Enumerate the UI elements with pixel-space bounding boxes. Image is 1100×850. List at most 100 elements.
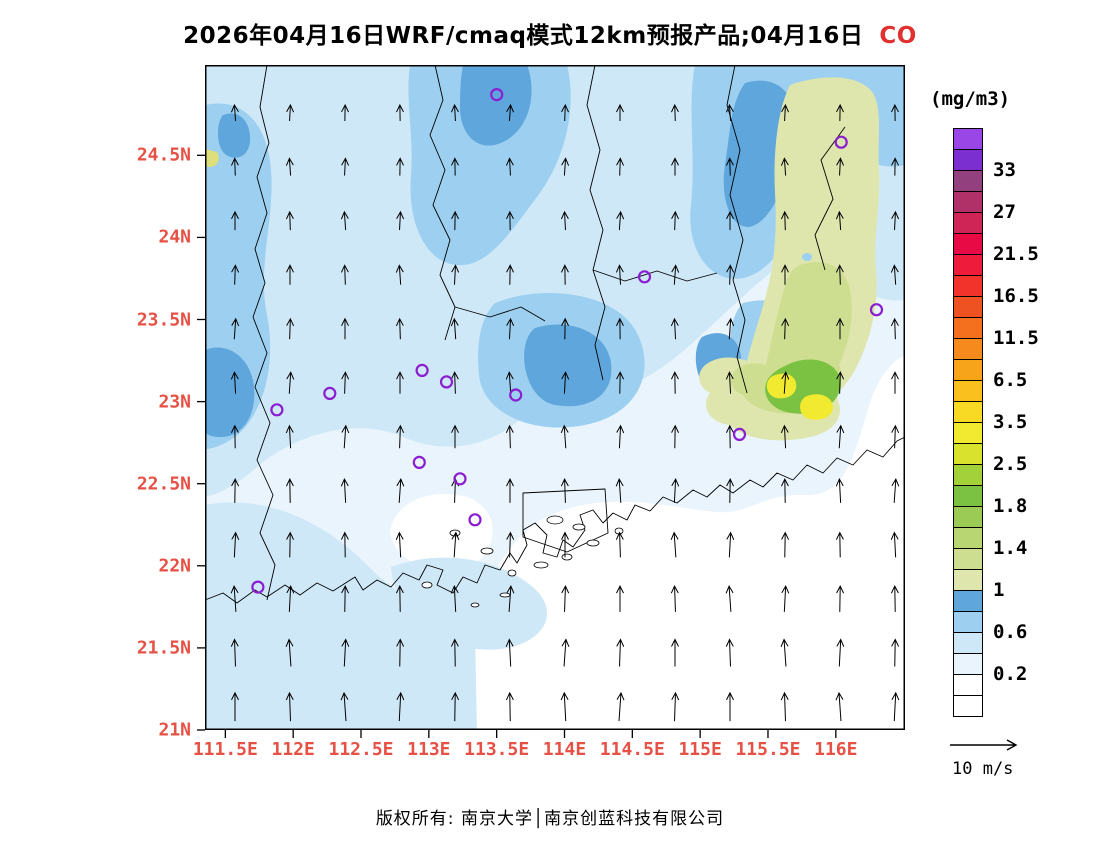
colorbar: 0.2 0.6 1 1.4 1.8 2.5 3.5 6.5 11.5 16.5 21.5 27 33 [953,128,1073,718]
colorbar-tick-21.5: 21.5 [993,243,1039,265]
colorbar-box [953,338,983,360]
wind-arrow [231,317,240,340]
wind-arrow [781,317,790,340]
wind-arrow [451,531,460,558]
wind-reference-arrow-icon [950,739,1018,751]
wind-arrow [616,584,624,612]
island [449,529,461,537]
y-tick-label: 24.5N [136,144,191,166]
wind-arrow [395,584,404,612]
island [561,553,573,561]
wind-vector-field [230,103,900,722]
colorbar-box [953,149,983,171]
wind-arrow [286,585,295,612]
station-marker [453,472,467,486]
wind-arrow [616,371,625,394]
wind-arrow [671,210,680,231]
wind-arrow [615,317,624,340]
wind-arrow [561,317,570,340]
wind-arrow [286,317,295,340]
wind-arrow [671,424,680,449]
wind-arrow [340,477,349,503]
island [546,515,564,525]
wind-arrow [505,424,514,449]
island [480,547,494,555]
colorbar-box [953,359,983,381]
wind-arrow [725,424,734,449]
wind-arrow [396,424,405,449]
station-markers [251,88,884,594]
wind-arrow [725,371,734,394]
wind-arrow [505,691,514,722]
station-marker [732,427,747,441]
plot-frame-and-ticks [197,65,905,738]
concentration-fill-regions [205,65,905,730]
copyright-footer: 版权所有: 南京大学│南京创蓝科技有限公司 [375,809,725,829]
field-dark-blue-west [205,347,255,438]
wind-arrow [616,638,625,667]
wind-arrow [616,210,625,231]
island [572,523,586,531]
wind-arrow [780,157,789,176]
colorbar-box [953,401,983,423]
wind-arrow [451,264,460,285]
wind-arrow [561,103,569,122]
y-tick-label: 22.5N [136,473,191,495]
field-dark-blue-center [524,324,612,407]
wind-arrow [560,210,569,231]
wind-arrow [891,210,900,231]
wind-arrow [395,317,404,340]
wind-arrow [891,424,900,449]
wind-arrow [285,210,294,231]
x-tick-label: 112E [271,739,315,760]
colorbar-box [953,569,983,591]
field-blue-speck-in-plume [802,253,812,261]
geo-line-4 [429,64,456,341]
wind-arrow [231,531,240,558]
island [533,561,549,569]
colorbar-unit-label: (mg/m3) [930,88,1011,110]
wind-arrow [230,157,239,176]
colorbar-box [953,380,983,402]
station-marker [637,270,652,284]
wind-arrow [561,638,570,667]
x-tick-label: 115.5E [735,739,801,760]
wind-arrow [671,691,680,722]
wind-arrow [561,157,570,176]
wind-arrow [891,638,900,667]
wind-arrow [726,691,734,722]
wind-arrow [836,584,845,612]
wind-reference: 10 m/s [948,736,1038,779]
wind-arrow [506,585,515,612]
colorbar-tick-1: 1 [993,579,1005,601]
wind-arrow [231,691,239,722]
field-dark-blue-topleft [217,113,251,158]
wind-arrow [890,317,899,340]
y-tick-label: 21.5N [136,637,191,659]
wind-arrow [890,264,899,285]
x-tick-label: 114.5E [599,739,665,760]
wind-arrow [780,210,789,231]
wind-arrow [836,638,845,667]
wind-arrow [230,371,239,394]
wind-arrow [836,371,845,394]
station-marker [834,135,848,149]
wind-arrow [670,531,679,558]
y-tick-label: 23N [158,391,191,413]
station-marker [415,363,429,377]
field-dark-blue-topcenter [459,65,532,146]
wind-arrow [451,424,459,449]
colorbar-box [953,254,983,276]
geo-line-7 [814,126,846,271]
wind-arrow [340,531,349,558]
wind-arrow [285,477,294,503]
colorbar-tick-6.5: 6.5 [993,369,1028,391]
wind-arrow [451,157,459,176]
wind-arrow [671,103,679,122]
colorbar-tick-2.5: 2.5 [993,453,1028,475]
wind-arrow [285,691,294,722]
colorbar-tick-0.6: 0.6 [993,621,1028,643]
colorbar-box [953,464,983,486]
station-marker [509,388,523,402]
wind-arrow [286,531,295,558]
